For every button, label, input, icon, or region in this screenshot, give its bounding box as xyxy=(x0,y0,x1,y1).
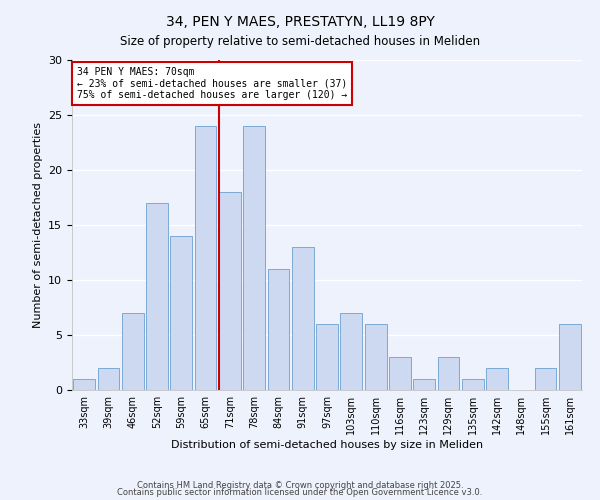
Text: 34 PEN Y MAES: 70sqm
← 23% of semi-detached houses are smaller (37)
75% of semi-: 34 PEN Y MAES: 70sqm ← 23% of semi-detac… xyxy=(77,66,347,100)
Text: Size of property relative to semi-detached houses in Meliden: Size of property relative to semi-detach… xyxy=(120,35,480,48)
Bar xyxy=(122,313,143,390)
Bar xyxy=(486,368,508,390)
Bar xyxy=(535,368,556,390)
Bar xyxy=(389,357,411,390)
Bar xyxy=(73,379,95,390)
Bar xyxy=(146,203,168,390)
Y-axis label: Number of semi-detached properties: Number of semi-detached properties xyxy=(32,122,43,328)
Bar xyxy=(194,126,217,390)
Bar xyxy=(97,368,119,390)
Bar xyxy=(219,192,241,390)
Bar xyxy=(170,236,192,390)
Bar xyxy=(559,324,581,390)
Bar xyxy=(340,313,362,390)
Text: 34, PEN Y MAES, PRESTATYN, LL19 8PY: 34, PEN Y MAES, PRESTATYN, LL19 8PY xyxy=(166,15,434,29)
Bar xyxy=(437,357,460,390)
Bar xyxy=(243,126,265,390)
X-axis label: Distribution of semi-detached houses by size in Meliden: Distribution of semi-detached houses by … xyxy=(171,440,483,450)
Bar xyxy=(292,247,314,390)
Text: Contains public sector information licensed under the Open Government Licence v3: Contains public sector information licen… xyxy=(118,488,482,497)
Bar xyxy=(365,324,386,390)
Bar xyxy=(462,379,484,390)
Bar xyxy=(268,269,289,390)
Text: Contains HM Land Registry data © Crown copyright and database right 2025.: Contains HM Land Registry data © Crown c… xyxy=(137,480,463,490)
Bar xyxy=(316,324,338,390)
Bar xyxy=(413,379,435,390)
